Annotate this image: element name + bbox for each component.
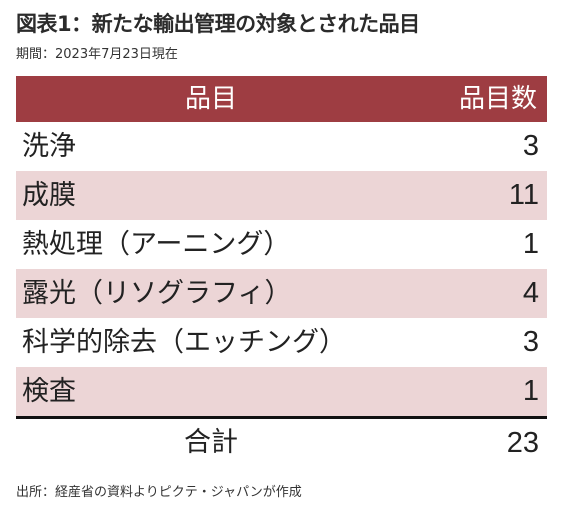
row-name: 熱処理（アーニング） <box>22 229 291 260</box>
source-note: 出所：経産省の資料よりピクテ・ジャパンが作成 <box>16 485 302 500</box>
table-row: 成膜 11 <box>16 171 547 220</box>
row-count: 4 <box>522 277 539 309</box>
header-count: 品目数 <box>458 84 537 114</box>
row-name: 科学的除去（エッチング） <box>22 327 346 358</box>
row-count: 3 <box>522 130 539 162</box>
table-total-row: 合計 23 <box>16 419 547 467</box>
table-row: 検査 1 <box>16 367 547 416</box>
row-name: 検査 <box>22 376 76 407</box>
items-table: 品目 品目数 洗浄 3 成膜 11 熱処理（アーニング） 1 露光（リソグラフィ… <box>16 76 547 467</box>
table-header: 品目 品目数 <box>16 76 547 122</box>
row-count: 11 <box>508 179 539 211</box>
row-count: 3 <box>522 326 539 358</box>
table-row: 洗浄 3 <box>16 122 547 171</box>
header-item: 品目 <box>184 84 237 114</box>
row-count: 1 <box>522 375 539 407</box>
table-row: 露光（リソグラフィ） 4 <box>16 269 547 318</box>
row-count: 1 <box>522 228 539 260</box>
total-label: 合計 <box>184 427 238 458</box>
figure-title: 図表1：新たな輸出管理の対象とされた品目 <box>16 12 420 36</box>
figure-subtitle: 期間：2023年7月23日現在 <box>16 47 178 62</box>
table-row: 熱処理（アーニング） 1 <box>16 220 547 269</box>
row-name: 露光（リソグラフィ） <box>22 278 292 309</box>
total-count: 23 <box>506 427 539 459</box>
row-name: 成膜 <box>22 180 76 211</box>
total-divider <box>16 416 547 419</box>
row-name: 洗浄 <box>22 131 76 162</box>
table-row: 科学的除去（エッチング） 3 <box>16 318 547 367</box>
